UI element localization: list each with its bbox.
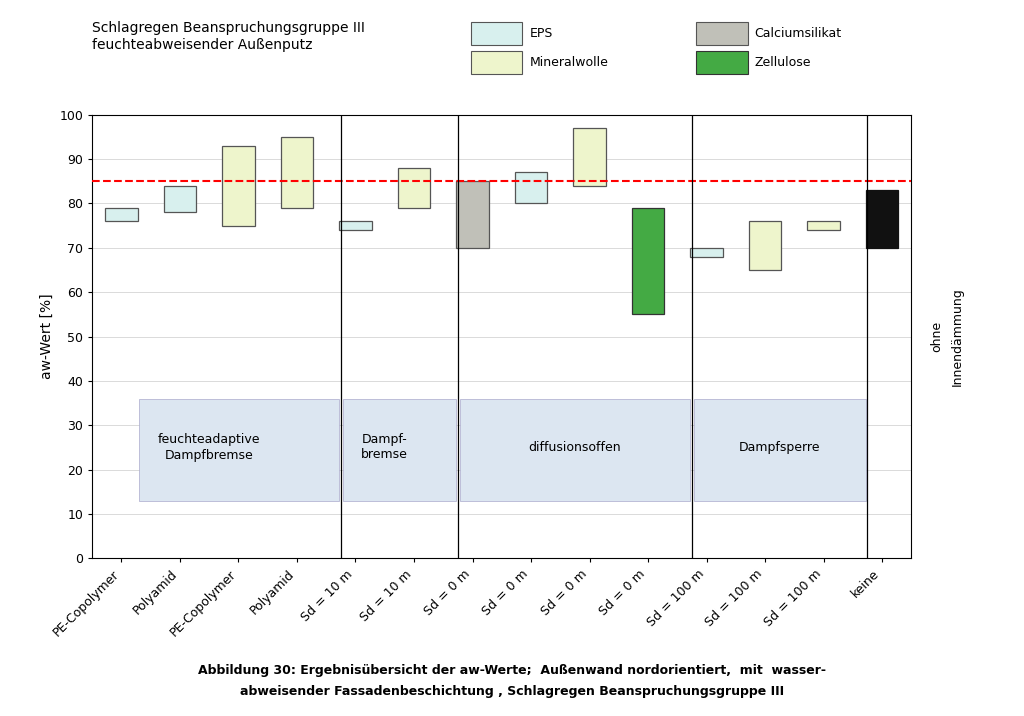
Text: Schlagregen Beanspruchungsgruppe III
feuchteabweisender Außenputz: Schlagregen Beanspruchungsgruppe III feu… xyxy=(92,21,365,52)
FancyBboxPatch shape xyxy=(343,399,456,500)
Text: Innendämmung: Innendämmung xyxy=(951,287,964,386)
Bar xyxy=(515,173,547,203)
Text: diffusionsoffen: diffusionsoffen xyxy=(528,441,622,454)
Bar xyxy=(690,248,723,256)
Bar xyxy=(222,145,255,226)
Text: Zellulose: Zellulose xyxy=(755,56,811,69)
Text: feuchteadaptive
Dampfbremse: feuchteadaptive Dampfbremse xyxy=(158,433,260,462)
Text: EPS: EPS xyxy=(529,27,553,40)
Bar xyxy=(749,221,781,270)
Bar xyxy=(164,185,196,212)
Bar xyxy=(105,208,137,221)
Bar xyxy=(339,221,372,230)
Bar xyxy=(866,190,898,248)
Text: Abbildung 30: Ergebnisübersicht der aw-Werte;  Außenwand nordorientiert,  mit  w: Abbildung 30: Ergebnisübersicht der aw-W… xyxy=(198,664,826,677)
Text: Dampfsperre: Dampfsperre xyxy=(739,441,820,454)
Text: abweisender Fassadenbeschichtung , Schlagregen Beanspruchungsgruppe III: abweisender Fassadenbeschichtung , Schla… xyxy=(240,685,784,698)
Text: Calciumsilikat: Calciumsilikat xyxy=(755,27,842,40)
Text: Dampf-
bremse: Dampf- bremse xyxy=(361,433,409,462)
Text: Mineralwolle: Mineralwolle xyxy=(529,56,608,69)
FancyBboxPatch shape xyxy=(693,399,865,500)
Y-axis label: aw-Wert [%]: aw-Wert [%] xyxy=(40,294,53,379)
FancyBboxPatch shape xyxy=(460,399,690,500)
Bar xyxy=(808,221,840,230)
FancyBboxPatch shape xyxy=(139,399,339,500)
Bar xyxy=(398,168,430,208)
Text: ohne: ohne xyxy=(931,321,943,352)
Bar xyxy=(457,181,488,248)
Bar xyxy=(281,137,313,208)
Bar xyxy=(573,128,605,185)
Bar xyxy=(632,208,665,314)
